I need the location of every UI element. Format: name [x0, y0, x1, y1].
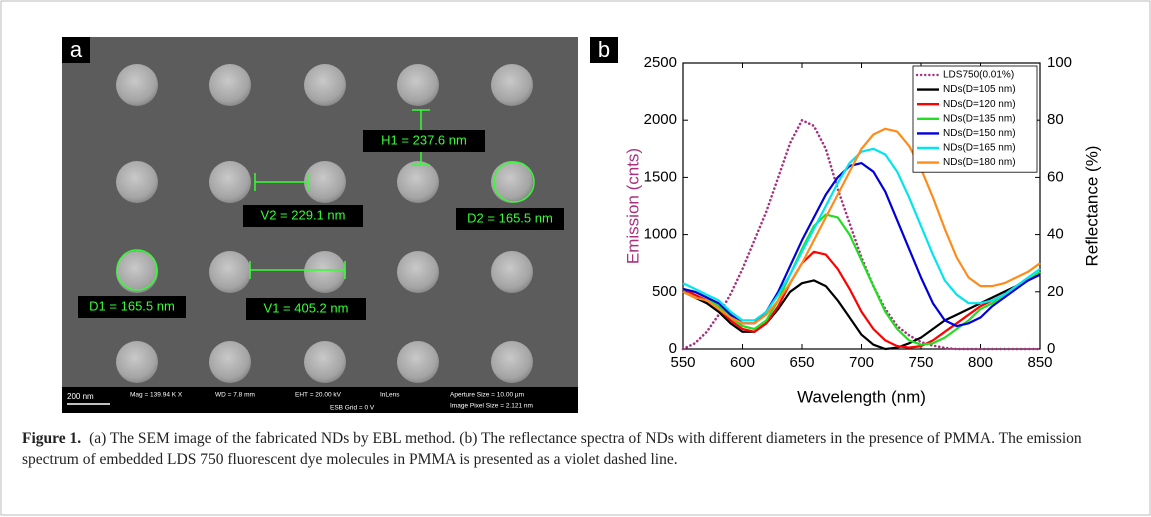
series-line: [681, 118, 1042, 351]
sem-info: EHT = 20.00 kV: [295, 392, 342, 399]
measure-label: D1 = 165.5 nm: [89, 298, 175, 313]
sem-info-bar: [62, 387, 578, 413]
nanodisk: [491, 251, 533, 293]
legend-label: NDs(D=165 nm): [943, 143, 1016, 154]
label-box: [456, 208, 564, 230]
sem-info: Image Pixel Size = 2.121 nm: [450, 403, 533, 410]
panel-label: b: [598, 37, 610, 62]
series-line: [682, 250, 1041, 349]
caption-label: Figure 1.: [22, 430, 82, 447]
caption: Figure 1. (a) The SEM image of the fabric…: [22, 428, 1132, 470]
panel-label-box: [62, 37, 90, 63]
y2-tick-label: 40: [1047, 226, 1064, 243]
y2-axis-title: Reflectance (%): [1082, 146, 1101, 267]
legend-label: NDs(D=180 nm): [943, 157, 1016, 168]
legend-label: NDs(D=135 nm): [943, 113, 1016, 124]
x-tick-label: 800: [968, 354, 993, 371]
sem-info: ESB Grid = 0 V: [330, 405, 375, 412]
x-tick-label: 750: [908, 354, 933, 371]
label-box: [78, 296, 186, 318]
nanodisk: [397, 64, 439, 106]
nanodisk: [209, 161, 251, 203]
nanodisk: [304, 251, 346, 293]
nanodisk: [491, 161, 533, 203]
caption-text: (a) The SEM image of the fabricated NDs …: [22, 430, 1082, 468]
nanodisk: [209, 64, 251, 106]
panel-label: a: [70, 37, 83, 62]
nanodisk: [491, 64, 533, 106]
nanodisk: [116, 161, 158, 203]
nanodisk: [304, 161, 346, 203]
x-tick-label: 850: [1027, 354, 1052, 371]
measure-label: D2 = 165.5 nm: [467, 210, 553, 225]
nanodisk: [209, 341, 251, 383]
series-line: [682, 127, 1041, 325]
legend-label: NDs(D=150 nm): [943, 128, 1016, 139]
y-tick-label: 1000: [644, 226, 677, 243]
measure-circle: [116, 249, 158, 291]
y-tick-label: 2500: [644, 54, 677, 71]
nanodisk: [304, 341, 346, 383]
sem-info: InLens: [380, 392, 400, 399]
nanodisk: [209, 251, 251, 293]
legend-label: NDs(D=105 nm): [943, 84, 1016, 95]
label-box: [246, 298, 366, 320]
label-box: [243, 205, 363, 227]
x-tick-label: 700: [849, 354, 874, 371]
label-box: [363, 130, 485, 152]
y-tick-label: 2000: [644, 111, 677, 128]
y-tick-label: 0: [669, 340, 677, 357]
series-line: [682, 213, 1041, 346]
sem-info: Mag = 139.94 K X: [130, 392, 183, 399]
series-line: [682, 147, 1041, 322]
y-axis-title: Emission (cnts): [623, 148, 642, 264]
nanodisk: [116, 251, 158, 293]
measure-label: V1 = 405.2 nm: [264, 300, 349, 315]
y2-tick-label: 60: [1047, 168, 1064, 185]
x-tick-label: 550: [670, 354, 695, 371]
measure-label: V2 = 229.1 nm: [261, 207, 346, 222]
y2-tick-label: 20: [1047, 283, 1064, 300]
panel-label-box: [590, 37, 618, 63]
y-tick-label: 500: [652, 283, 677, 300]
nanodisk: [116, 64, 158, 106]
x-tick-label: 600: [730, 354, 755, 371]
sem-info: 200 nm: [67, 392, 94, 401]
x-axis-title: Wavelength (nm): [797, 387, 926, 406]
nanodisk: [491, 341, 533, 383]
legend-label: NDs(D=120 nm): [943, 99, 1016, 110]
nanodisk: [397, 161, 439, 203]
legend-label: LDS750(0.01%): [943, 70, 1014, 81]
y2-tick-label: 80: [1047, 111, 1064, 128]
nanodisk: [304, 64, 346, 106]
sem-info: Aperture Size = 10.00 µm: [450, 392, 524, 399]
measure-circle: [493, 161, 535, 203]
annotations: H1 = 237.6 nm V2 = 229.1 nm D2 = 165.5 n…: [62, 109, 578, 413]
nanodisk: [397, 341, 439, 383]
x-tick-label: 650: [789, 354, 814, 371]
nanodisk: [397, 251, 439, 293]
y2-tick-label: 0: [1047, 340, 1055, 357]
sem-info: WD = 7.8 mm: [215, 392, 255, 399]
y-tick-label: 1500: [644, 168, 677, 185]
y2-tick-label: 100: [1047, 54, 1072, 71]
nanodisk: [116, 341, 158, 383]
measure-label: H1 = 237.6 nm: [381, 132, 467, 147]
